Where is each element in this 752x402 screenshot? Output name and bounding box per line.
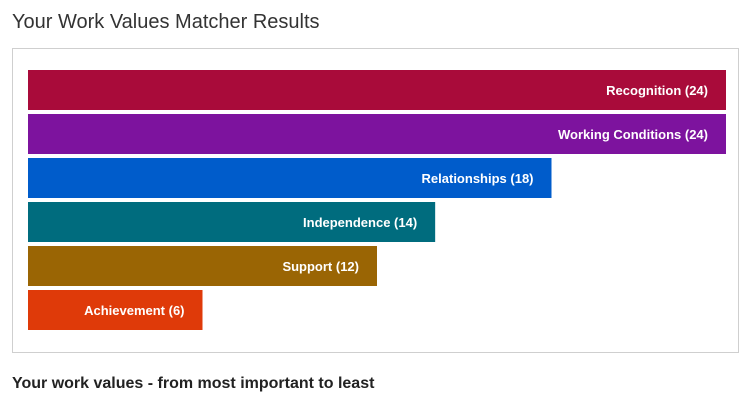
bar-label-working-conditions: Working Conditions (24) <box>558 127 708 142</box>
bar-relationships <box>28 158 552 198</box>
bar-label-relationships: Relationships (18) <box>422 171 534 186</box>
bar-label-achievement: Achievement (6) <box>84 303 184 318</box>
bar-achievement <box>28 290 203 330</box>
bar-independence <box>28 202 436 242</box>
values-ranking-heading: Your work values - from most important t… <box>12 375 375 392</box>
bar-label-independence: Independence (14) <box>303 215 417 230</box>
bar-label-support: Support (12) <box>282 259 359 274</box>
bar-working-conditions <box>28 114 726 154</box>
bar-recognition <box>28 70 726 110</box>
page-title: Your Work Values Matcher Results <box>12 11 320 33</box>
bar-label-recognition: Recognition (24) <box>606 83 708 98</box>
bar-support <box>28 246 377 286</box>
